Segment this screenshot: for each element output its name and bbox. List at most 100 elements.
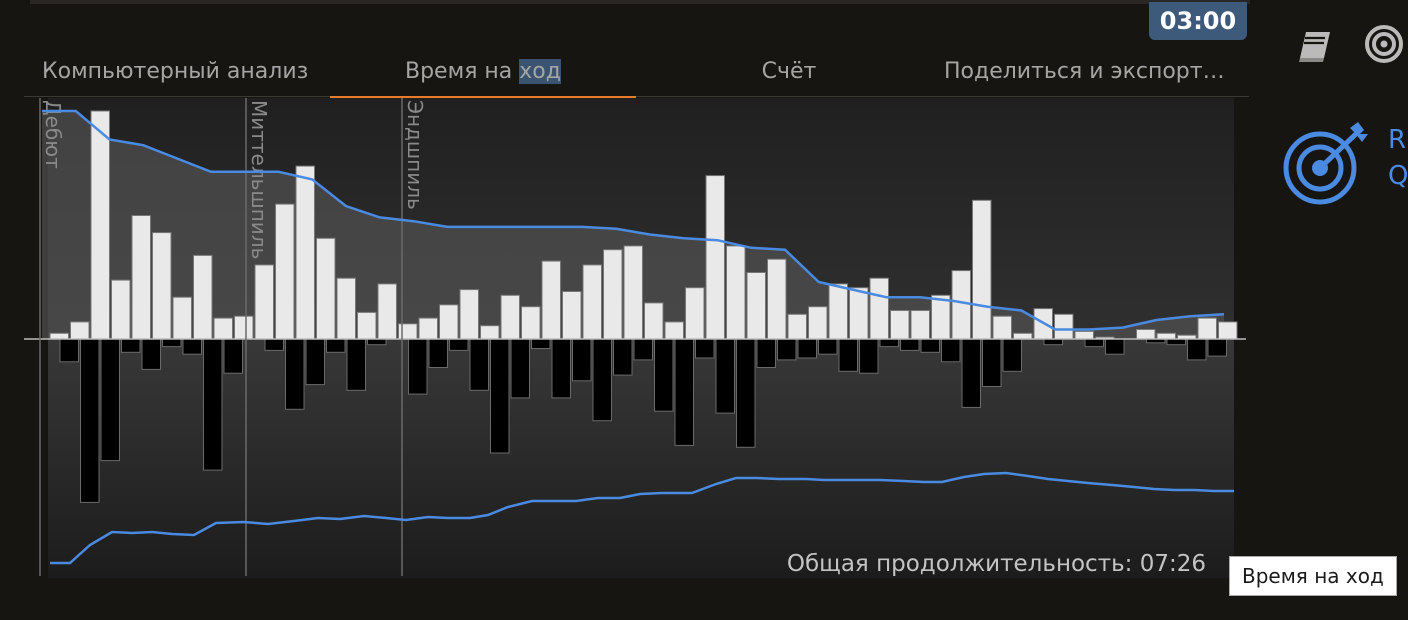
black-move-bar[interactable] [592, 338, 612, 422]
move-time-chart[interactable]: Дебют Миттельшпиль Эндшпиль Общая продолжи… [24, 98, 1249, 578]
black-move-bar[interactable] [961, 338, 981, 408]
white-move-bar[interactable] [931, 294, 951, 340]
white-move-bar[interactable] [336, 277, 356, 340]
white-move-bar[interactable] [890, 310, 910, 340]
black-move-bar[interactable] [756, 338, 776, 368]
white-move-bar[interactable] [1013, 332, 1033, 340]
white-move-bar[interactable] [111, 279, 131, 340]
black-move-bar[interactable] [1105, 338, 1125, 355]
black-move-bar[interactable] [1207, 338, 1227, 357]
black-move-bar[interactable] [408, 338, 428, 395]
black-move-bar[interactable] [777, 338, 797, 361]
black-move-bar[interactable] [346, 338, 366, 391]
black-move-bar[interactable] [449, 338, 469, 351]
black-move-bar[interactable] [1166, 338, 1186, 346]
white-move-bar[interactable] [1197, 317, 1217, 340]
white-move-bar[interactable] [808, 306, 828, 340]
white-move-bar[interactable] [152, 232, 172, 340]
black-move-bar[interactable] [654, 338, 674, 412]
white-move-bar[interactable] [70, 321, 90, 340]
black-move-bar[interactable] [838, 338, 858, 372]
black-move-bar[interactable] [900, 338, 920, 351]
white-move-bar[interactable] [562, 291, 582, 340]
white-move-bar[interactable] [1136, 329, 1156, 340]
white-move-bar[interactable] [439, 304, 459, 340]
black-move-bar[interactable] [100, 338, 120, 462]
white-move-bar[interactable] [644, 302, 664, 340]
black-move-bar[interactable] [326, 338, 346, 353]
white-move-bar[interactable] [418, 317, 438, 340]
white-move-bar[interactable] [685, 287, 705, 340]
black-move-bar[interactable] [859, 338, 879, 374]
black-move-bar[interactable] [920, 338, 940, 353]
white-move-bar[interactable] [316, 237, 336, 340]
white-move-bar[interactable] [972, 199, 992, 340]
black-move-bar[interactable] [305, 338, 325, 386]
black-move-bar[interactable] [572, 338, 592, 382]
white-move-bar[interactable] [705, 175, 725, 340]
tab-computer-analysis[interactable]: Компьютерный анализ [42, 59, 309, 84]
black-move-bar[interactable] [203, 338, 223, 471]
black-move-bar[interactable] [613, 338, 633, 376]
white-move-bar[interactable] [951, 270, 971, 340]
black-move-bar[interactable] [121, 338, 141, 353]
white-move-bar[interactable] [172, 296, 192, 340]
white-move-bar[interactable] [603, 249, 623, 340]
black-move-bar[interactable] [141, 338, 161, 370]
white-move-bar[interactable] [828, 283, 848, 340]
black-move-bar[interactable] [695, 338, 715, 359]
black-move-bar[interactable] [941, 338, 961, 363]
black-move-bar[interactable] [551, 338, 571, 399]
black-move-bar[interactable] [223, 338, 243, 374]
white-move-bar[interactable] [746, 272, 766, 340]
white-move-bar[interactable] [213, 317, 233, 340]
black-move-bar[interactable] [182, 338, 202, 355]
tab-share-export[interactable]: Поделиться и экспортировать [944, 59, 1236, 84]
white-move-bar[interactable] [295, 165, 315, 340]
black-move-bar[interactable] [1187, 338, 1207, 361]
black-move-bar[interactable] [982, 338, 1002, 387]
black-move-bar[interactable] [797, 338, 817, 359]
black-move-bar[interactable] [367, 338, 387, 346]
black-move-bar[interactable] [1084, 338, 1104, 348]
black-move-bar[interactable] [428, 338, 448, 368]
white-move-bar[interactable] [459, 289, 479, 340]
black-move-bar[interactable] [285, 338, 305, 410]
black-move-bar[interactable] [674, 338, 694, 446]
white-move-bar[interactable] [1054, 313, 1074, 340]
tab-move-time[interactable]: Время на ход [330, 46, 636, 98]
black-move-bar[interactable] [490, 338, 510, 454]
white-move-bar[interactable] [767, 258, 787, 340]
white-move-bar[interactable] [357, 311, 377, 340]
white-move-bar[interactable] [275, 203, 295, 340]
black-move-bar[interactable] [531, 338, 551, 349]
white-move-bar[interactable] [131, 215, 151, 340]
white-move-bar[interactable] [90, 110, 110, 340]
black-move-bar[interactable] [59, 338, 79, 363]
white-move-bar[interactable] [541, 260, 561, 340]
black-move-bar[interactable] [510, 338, 530, 399]
white-move-bar[interactable] [480, 325, 500, 340]
target-icon[interactable] [1362, 22, 1406, 66]
white-move-bar[interactable] [582, 264, 602, 340]
white-move-bar[interactable] [623, 245, 643, 340]
opening-book-icon[interactable] [1292, 24, 1336, 68]
white-move-bar[interactable] [992, 315, 1012, 340]
black-move-bar[interactable] [736, 338, 756, 448]
white-move-bar[interactable] [787, 313, 807, 340]
black-move-bar[interactable] [879, 338, 899, 348]
white-move-bar[interactable] [500, 294, 520, 340]
white-move-bar[interactable] [254, 264, 274, 340]
white-move-bar[interactable] [521, 306, 541, 340]
black-move-bar[interactable] [162, 338, 182, 348]
white-move-bar[interactable] [726, 245, 746, 340]
white-move-bar[interactable] [664, 321, 684, 340]
tab-score[interactable]: Счёт [761, 59, 817, 84]
black-move-bar[interactable] [1043, 338, 1063, 346]
black-move-bar[interactable] [1002, 338, 1022, 372]
black-move-bar[interactable] [818, 338, 838, 355]
white-move-bar[interactable] [849, 287, 869, 340]
white-move-bar[interactable] [49, 332, 69, 340]
black-move-bar[interactable] [633, 338, 653, 361]
black-move-bar[interactable] [715, 338, 735, 414]
